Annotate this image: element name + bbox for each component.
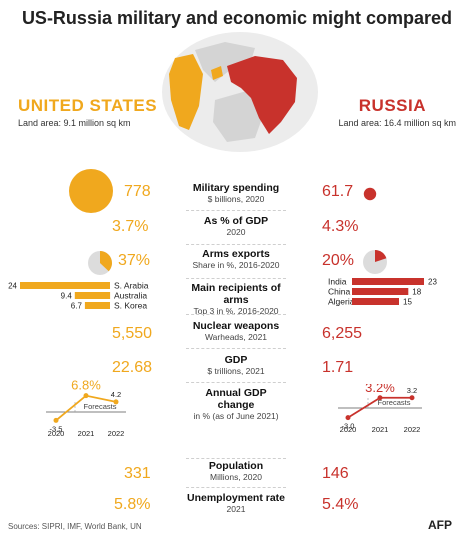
separator — [186, 210, 286, 211]
nuclear-weapons-label: Nuclear weapons Warheads, 2021 — [192, 320, 280, 342]
year-tick-label: 2022 — [404, 425, 421, 434]
russia-arms-export-slice — [375, 250, 387, 262]
separator — [186, 278, 286, 279]
recipient-country-label: S. Korea — [114, 301, 147, 311]
gdp-change-value: 6.8% — [71, 378, 101, 393]
gdp-change-point — [83, 393, 89, 399]
us-recipients-bar-chart: 24 S. Arabia 9.4 Australia 6.7 S. Korea — [8, 281, 149, 311]
recipient-country-label: China — [328, 287, 350, 297]
us-arms-export-slice — [100, 251, 112, 272]
russia-heading: RUSSIA — [358, 96, 426, 115]
greenland-shape — [195, 42, 255, 82]
recipient-bar — [84, 302, 110, 309]
recipient-bar — [352, 278, 424, 285]
year-tick-label: 2021 — [78, 429, 95, 438]
us-military-spending: 778 — [124, 183, 151, 200]
recipient-country-label: S. Arabia — [114, 281, 149, 291]
recipient-country-label: India — [328, 277, 347, 287]
recipient-bar — [352, 288, 409, 295]
gdp-change-point — [113, 399, 119, 405]
gdp-change-point — [377, 395, 383, 401]
recipient-bar — [352, 298, 399, 305]
russia-military-gdp-share: 4.3% — [322, 218, 359, 235]
page-title: US-Russia military and economic might co… — [21, 8, 453, 28]
us-military-bubble — [69, 169, 113, 213]
gdp-share-label: As % of GDP 2020 — [203, 215, 269, 237]
russia-arms-exports: 20% — [322, 252, 355, 269]
population-label: Population Millions, 2020 — [208, 460, 264, 482]
russia-nuclear-warheads: 6,255 — [322, 325, 363, 342]
us-land-area: Land area: 9.1 million sq km — [18, 118, 131, 128]
us-unemployment: 5.8% — [114, 496, 151, 513]
russia-recipients-bar-chart: India 23 China 18 Algeria 15 — [328, 277, 437, 307]
separator — [186, 487, 286, 488]
us-arms-export-pie — [88, 251, 112, 275]
separator — [186, 382, 286, 383]
year-tick-label: 2020 — [48, 429, 65, 438]
europe-africa-shape — [213, 90, 265, 142]
alaska-shape — [211, 66, 223, 80]
gdp-change-value: -3.5 — [50, 424, 63, 433]
us-population: 331 — [124, 465, 151, 482]
gdp-change-label: Annual GDP change in % (as of June 2021) — [193, 387, 279, 421]
us-nuclear-warheads: 5,550 — [112, 325, 153, 342]
recipient-value-label: 15 — [403, 298, 412, 307]
forecasts-label: Forecasts — [84, 402, 117, 411]
us-arms-exports: 37% — [118, 252, 151, 269]
recipient-bar — [74, 292, 111, 299]
recipient-value-label: 9.4 — [61, 292, 73, 301]
russia-military-bubble — [363, 187, 377, 201]
military-spending-label: Military spending $ billions, 2020 — [192, 182, 280, 204]
afp-logo: AFP — [428, 518, 452, 532]
recipient-value-label: 23 — [428, 278, 437, 287]
gdp-change-value: 3.2% — [365, 384, 395, 395]
us-gdp: 22.68 — [112, 359, 153, 376]
separator — [186, 244, 286, 245]
year-tick-label: 2021 — [372, 425, 389, 434]
unemployment-label: Unemployment rate 2021 — [186, 492, 286, 514]
gdp-change-value: 4.2 — [111, 390, 121, 399]
russia-population: 146 — [322, 465, 349, 482]
globe-map — [162, 32, 318, 152]
russia-territory-shape — [227, 56, 297, 134]
recipient-country-label: Algeria — [328, 297, 355, 307]
gdp-label: GDP $ trillions, 2021 — [207, 354, 265, 376]
russia-land-area: Land area: 16.4 million sq km — [338, 118, 456, 128]
russia-unemployment: 5.4% — [322, 496, 359, 513]
arms-exports-label: Arms exports Share in %, 2016-2020 — [192, 248, 280, 270]
recipient-value-label: 18 — [412, 288, 421, 297]
gdp-change-point — [409, 395, 415, 401]
separator — [186, 348, 286, 349]
recipient-bar — [20, 282, 110, 289]
recipient-value-label: 24 — [8, 282, 17, 291]
russia-arms-export-pie — [363, 250, 387, 274]
separator — [186, 314, 286, 315]
year-tick-label: 2020 — [340, 425, 357, 434]
source-note: Sources: SIPRI, IMF, World Bank, UN — [8, 522, 142, 531]
gdp-change-point — [345, 415, 351, 421]
gdp-change-value: -3.0 — [342, 422, 355, 431]
recipient-country-label: Australia — [114, 291, 147, 301]
russia-gdp: 1.71 — [322, 359, 354, 376]
gdp-change-value: 3.2 — [407, 386, 417, 395]
separator — [186, 458, 286, 459]
us-military-gdp-share: 3.7% — [112, 218, 149, 235]
arms-recipients-label: Main recipients of arms Top 3 in %, 2016… — [191, 282, 281, 316]
forecasts-label: Forecasts — [378, 398, 411, 407]
year-tick-label: 2022 — [108, 429, 125, 438]
gdp-change-point — [53, 417, 59, 423]
russia-military-spending: 61.7 — [322, 183, 354, 200]
recipient-value-label: 6.7 — [71, 302, 83, 311]
us-heading: UNITED STATES — [18, 96, 158, 115]
us-territory-shape — [169, 54, 203, 130]
